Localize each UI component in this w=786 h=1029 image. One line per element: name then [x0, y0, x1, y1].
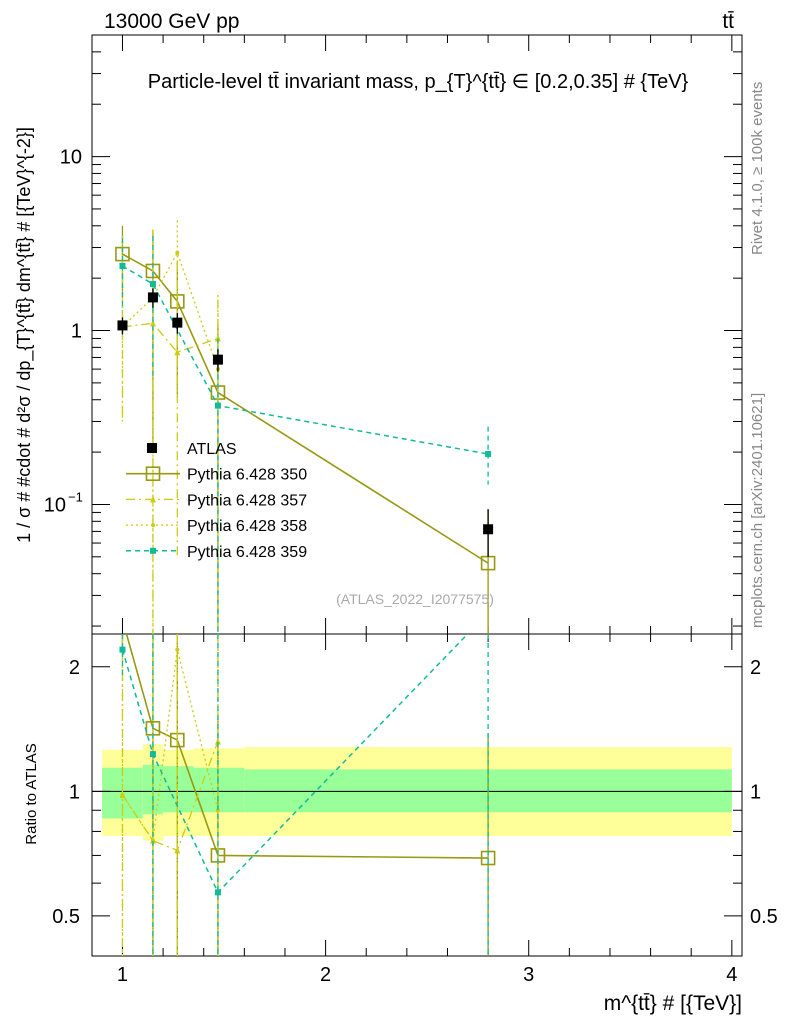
legend: ATLAS Pythia 6.428 350 Pythia 6.428 357 Pyt…	[126, 441, 307, 561]
point-atlas	[483, 524, 494, 535]
point-atlas	[147, 292, 158, 303]
ratio-plot-frame: 1 2 3 4 0.5 0.5 1 1 2 2	[52, 633, 778, 986]
chart-title: Particle-level tt̄ invariant mass, p_{T}…	[148, 71, 689, 93]
legend-label: Pythia 6.428 350	[187, 467, 307, 484]
point-p357	[214, 334, 221, 342]
legend-label: ATLAS	[187, 441, 237, 458]
legend-label: Pythia 6.428 358	[187, 518, 307, 535]
point-atlas	[212, 354, 223, 365]
ratio-y-tick-label: 2	[750, 657, 761, 679]
ratio-point-p358	[150, 838, 155, 843]
point-p359	[485, 451, 492, 458]
x-axis-label: m^{tt̄} # [{TeV}]	[604, 992, 742, 1015]
x-tick-label: 3	[523, 964, 534, 986]
energy-label: 13000 GeV pp	[104, 10, 239, 33]
point-p357	[149, 319, 156, 327]
x-tick-label: 1	[117, 964, 128, 986]
ratio-point-p358	[175, 647, 180, 652]
legend-marker-p359	[150, 547, 156, 554]
ratio-point-p358	[215, 808, 220, 813]
x-tick-label: 4	[726, 964, 737, 986]
ratio-line-p358	[121, 649, 219, 843]
point-p359	[214, 402, 221, 409]
legend-marker-atlas	[147, 443, 157, 453]
series-line-p359	[122, 265, 489, 455]
process-label: tt̄	[722, 10, 734, 33]
ratio-y-tick-label: 2	[69, 657, 80, 679]
ratio-line-p359	[121, 634, 469, 894]
ratio-point-p358	[120, 792, 125, 797]
ratio-point-p359	[214, 889, 221, 896]
ratio-series	[119, 634, 496, 956]
point-p358	[175, 250, 180, 255]
ratio-y-axis-label: Ratio to ATLAS	[23, 743, 40, 844]
point-p359	[119, 262, 126, 269]
series-layer	[115, 220, 496, 956]
y-tick-label: 10	[44, 494, 66, 516]
rivet-label: Rivet 4.1.0, ≥ 100k events	[749, 82, 766, 255]
ratio-line-p357	[121, 741, 219, 852]
legend-label: Pythia 6.428 359	[187, 544, 307, 561]
ratio-plot-border	[91, 633, 743, 957]
point-p359	[149, 281, 156, 288]
series-line-p358	[122, 251, 219, 370]
ratio-point-p359	[149, 751, 156, 758]
y-tick-label: 1	[71, 321, 82, 343]
analysis-id: (ATLAS_2022_I2077575)	[336, 591, 494, 607]
mcplots-label: mcplots.cern.ch [arXiv:2401.10621]	[749, 393, 766, 628]
series-line-p357	[122, 322, 219, 354]
ratio-uncertainty-bands	[102, 744, 732, 841]
legend-marker-p358	[151, 523, 155, 528]
legend-label: Pythia 6.428 357	[187, 492, 307, 509]
ratio-point-p359	[119, 646, 126, 653]
ratio-y-tick-label: 0.5	[750, 906, 778, 928]
legend-marker-p357	[150, 495, 156, 503]
x-tick-label: 2	[320, 964, 331, 986]
ratio-y-tick-label: 1	[750, 781, 761, 803]
ratio-y-tick-label: 1	[69, 781, 80, 803]
y-tick-label: −1	[68, 489, 83, 504]
y-tick-label: 10	[60, 147, 82, 169]
main-series	[115, 220, 496, 634]
ratio-band-green	[193, 767, 245, 813]
ratio-point-p357	[214, 737, 221, 745]
y-axis-label: 1 / σ # #cdot # d²σ / dp_{T}^{tt̄} dm^{t…	[14, 127, 35, 543]
point-atlas	[172, 317, 183, 328]
ratio-y-tick-label: 0.5	[52, 906, 80, 928]
legend-marker-p350	[145, 466, 161, 482]
point-atlas	[117, 320, 128, 331]
